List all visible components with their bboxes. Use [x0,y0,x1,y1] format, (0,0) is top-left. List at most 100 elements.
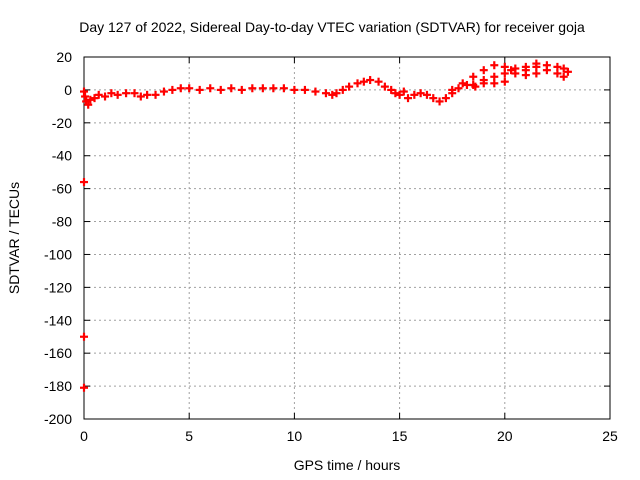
data-point [258,84,267,93]
data-point [458,79,467,88]
data-point [84,100,93,109]
data-point [113,90,122,99]
data-point [563,67,572,76]
data-point [168,85,177,94]
y-tick-label: -180 [44,378,72,394]
data-point [559,64,568,73]
data-point [507,66,516,75]
data-point [404,94,413,103]
x-tick-label: 15 [392,428,408,444]
data-point [237,85,246,94]
data-point [391,89,400,98]
y-tick-label: -20 [52,115,72,131]
data-point [553,69,562,78]
x-tick-label: 0 [80,428,88,444]
data-point [311,87,320,96]
data-point [454,84,463,93]
data-point [490,61,499,70]
data-point [521,71,530,80]
data-point [479,76,488,85]
data-point [80,332,88,341]
data-point [490,72,499,81]
data-point [151,90,160,99]
data-point [435,97,444,106]
data-point [94,90,103,99]
y-tick-label: 20 [56,49,72,65]
data-point [122,89,131,98]
data-point [359,77,368,86]
data-point [136,92,145,101]
y-tick-label: -40 [52,148,72,164]
data-point [216,85,225,94]
data-point [80,383,88,392]
data-point [353,79,362,88]
data-point [90,94,99,103]
data-point [290,85,299,94]
axis-ticks: 0 5 10 15 20 25 20 0 -20 -40 -60 -80 -100 -120 -140 -16… [44,49,618,444]
y-tick-label: -80 [52,214,72,230]
data-point [387,85,396,94]
data-point [366,76,375,85]
data-point [395,90,404,99]
data-point [479,66,488,75]
data-point [86,95,95,104]
data-point [332,89,341,98]
data-point [422,90,431,99]
data-point [159,87,168,96]
data-point [500,77,509,86]
data-point [429,94,438,103]
data-point [410,90,419,99]
y-tick-label: -140 [44,312,72,328]
data-point [80,178,88,187]
data-point [469,80,478,89]
data-point [338,85,347,94]
x-tick-label: 10 [287,428,303,444]
x-axis-label: GPS time / hours [294,457,401,473]
data-point [500,69,509,78]
y-tick-label: 0 [64,82,72,98]
data-point [279,84,288,93]
data-point [441,94,450,103]
data-points [80,59,572,392]
data-point [542,66,551,75]
data-point [521,62,530,71]
data-point [380,82,389,91]
y-tick-label: -200 [44,411,72,427]
data-point [248,84,257,93]
data-point [532,59,541,68]
data-point [416,89,425,98]
data-point [328,90,337,99]
y-axis-label: SDTVAR / TECUs [6,182,22,294]
data-point [227,84,236,93]
data-point [399,87,408,96]
data-point [559,72,568,81]
data-point [195,85,204,94]
data-point [107,89,116,98]
data-point [176,84,185,93]
data-point [300,85,309,94]
y-tick-label: -60 [52,181,72,197]
data-point [269,84,278,93]
data-point [143,90,152,99]
y-tick-label: -120 [44,279,72,295]
y-tick-label: -100 [44,246,72,262]
data-point [532,69,541,78]
data-point [101,92,110,101]
data-point [469,72,478,81]
x-tick-label: 20 [497,428,513,444]
grid-lines [84,57,610,419]
data-point [130,89,139,98]
x-tick-label: 25 [602,428,618,444]
data-point [345,82,354,91]
data-point [321,89,330,98]
data-point [448,85,457,94]
x-tick-label: 5 [185,428,193,444]
chart-title: Day 127 of 2022, Sidereal Day-to-day VTE… [79,19,585,35]
data-point [374,77,383,86]
data-point [185,84,194,93]
data-point [206,84,215,93]
data-point [511,64,520,73]
plot-frame [83,56,611,420]
y-tick-label: -160 [44,345,72,361]
